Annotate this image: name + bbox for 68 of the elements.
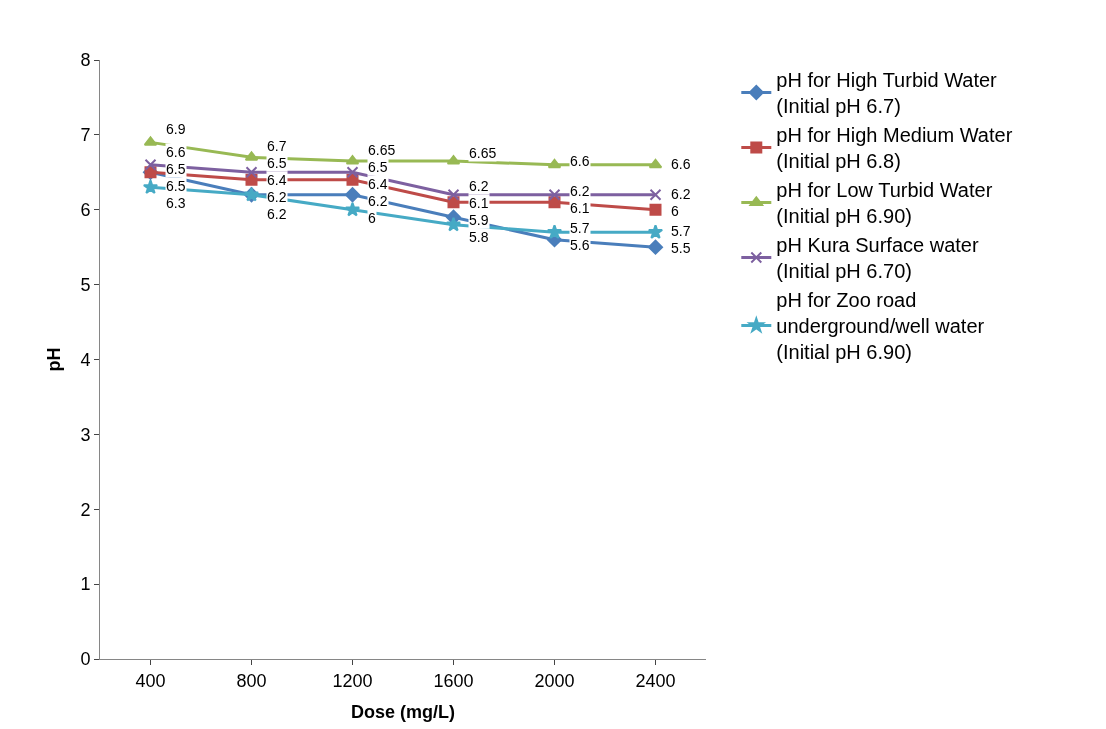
x-axis-title: Dose (mg/L) xyxy=(350,701,456,722)
point xyxy=(447,188,460,201)
data-label: 6.5 xyxy=(368,159,388,175)
legend-label: pH Kura Surface water (Initial pH 6.70) xyxy=(776,234,979,283)
x-tick-label: 1600 xyxy=(433,670,474,691)
data-label: 5.9 xyxy=(469,212,489,228)
point xyxy=(647,224,664,239)
y-tick-label: 5 xyxy=(80,274,91,295)
y-tick-label: 4 xyxy=(80,349,91,370)
point xyxy=(144,158,157,171)
data-label: 6.3 xyxy=(166,195,186,211)
point xyxy=(346,166,359,179)
point xyxy=(648,239,663,255)
data-label: 6 xyxy=(671,203,679,219)
y-tick-label: 6 xyxy=(80,200,91,221)
data-label: 6.6 xyxy=(570,153,590,169)
legend-label: pH for Low Turbid Water (Initial pH 6.90) xyxy=(776,179,993,228)
point xyxy=(345,187,360,203)
data-label: 6.2 xyxy=(267,189,287,205)
point xyxy=(649,188,662,201)
x-tick-label: 2000 xyxy=(534,670,575,691)
legend-label: pH for High Medium Water (Initial pH 6.8) xyxy=(776,124,1013,173)
data-label: 5.7 xyxy=(570,220,590,236)
y-tick-label: 8 xyxy=(80,50,91,71)
data-label: 6.1 xyxy=(469,195,489,211)
y-tick-label: 0 xyxy=(80,649,91,670)
data-label: 6.5 xyxy=(166,178,186,194)
y-tick-label: 1 xyxy=(80,574,91,595)
x-tick-label: 1200 xyxy=(332,670,373,691)
y-tick-label: 7 xyxy=(80,125,91,146)
y-tick-label: 3 xyxy=(80,424,91,445)
data-label: 6.2 xyxy=(570,183,590,199)
data-label: 5.6 xyxy=(570,237,590,253)
data-label: 6.4 xyxy=(368,176,388,192)
data-label: 6.4 xyxy=(267,172,287,188)
data-label: 6.9 xyxy=(166,121,186,137)
data-label: 6.7 xyxy=(267,138,287,154)
data-label: 6.2 xyxy=(368,193,388,209)
point xyxy=(648,158,663,169)
point xyxy=(142,179,159,194)
point xyxy=(547,158,562,169)
legend-label: pH for Zoo road underground/well water (Initial pH 6.90) xyxy=(776,289,985,364)
data-label: 6.5 xyxy=(166,161,186,177)
data-label: 6.2 xyxy=(671,186,691,202)
point xyxy=(245,166,258,179)
data-label: 6.5 xyxy=(267,155,287,171)
x-tick-label: 800 xyxy=(236,670,267,691)
legend-label: pH for High Turbid Water (Initial pH 6.7) xyxy=(776,69,998,118)
data-label: 5.8 xyxy=(469,229,489,245)
data-label: 6.2 xyxy=(469,178,489,194)
data-label: 6.65 xyxy=(368,142,396,158)
point xyxy=(344,201,361,217)
point xyxy=(649,203,662,216)
data-label: 5.5 xyxy=(671,240,691,256)
data-label: 6.6 xyxy=(166,144,186,160)
y-tick-label: 2 xyxy=(80,499,91,520)
data-label: 6.2 xyxy=(267,206,287,222)
data-label: 5.7 xyxy=(671,223,691,239)
data-label: 6.65 xyxy=(469,145,497,161)
x-tick-label: 2400 xyxy=(635,670,676,691)
data-label: 6.6 xyxy=(671,156,691,172)
point xyxy=(548,188,561,201)
y-axis-title: pH xyxy=(43,347,64,372)
point xyxy=(445,216,462,232)
data-label: 6 xyxy=(368,210,376,226)
data-label: 6.1 xyxy=(570,200,590,216)
point xyxy=(546,224,563,239)
x-tick-label: 400 xyxy=(135,670,166,691)
